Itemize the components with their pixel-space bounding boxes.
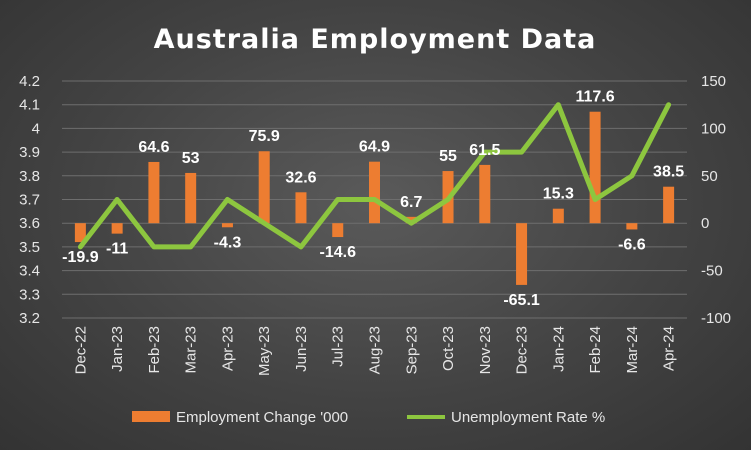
- bar: [221, 223, 233, 228]
- right-axis-tick-label: 50: [701, 168, 718, 185]
- data-label: -11: [106, 241, 128, 258]
- x-axis-tick-label: Jul-23: [330, 326, 347, 367]
- left-axis-tick-label: 3.8: [19, 168, 40, 185]
- data-label: 6.7: [400, 194, 422, 211]
- x-axis-tick-label: Dec-22: [72, 326, 89, 374]
- left-axis-tick-label: 4: [32, 120, 40, 137]
- data-label: -19.9: [62, 249, 99, 266]
- right-axis-tick-label: 150: [701, 73, 726, 90]
- left-axis-tick-label: 3.9: [19, 144, 40, 161]
- left-axis-tick-label: 4.1: [19, 97, 40, 114]
- right-axis-tick-label: 100: [701, 120, 726, 137]
- bar: [369, 161, 380, 224]
- bar: [111, 223, 123, 234]
- left-axis-tick-label: 4.2: [19, 73, 40, 90]
- line-series: [77, 102, 672, 250]
- x-axis-tick-label: Aug-23: [367, 326, 384, 374]
- legend-label-unemployment: Unemployment Rate %: [451, 409, 605, 426]
- data-label: 15.3: [543, 186, 574, 203]
- x-axis-tick-label: Mar-23: [183, 326, 200, 374]
- legend: Employment Change '000 Unemployment Rate…: [132, 409, 605, 426]
- bar: [332, 223, 344, 238]
- x-axis-tick-label: May-23: [256, 326, 273, 376]
- bar: [552, 208, 564, 224]
- left-axis-tick-label: 3.6: [19, 215, 40, 232]
- data-label: -65.1: [503, 292, 540, 309]
- x-axis-tick-label: Dec-23: [514, 326, 531, 374]
- bar: [295, 192, 307, 224]
- left-axis-tick-label: 3.4: [19, 263, 40, 280]
- legend-swatch-employment: [132, 411, 170, 422]
- x-axis-tick-label: Feb-24: [587, 326, 604, 374]
- legend-label-employment: Employment Change '000: [176, 409, 348, 426]
- left-axis-tick-label: 3.3: [19, 286, 40, 303]
- data-label: 64.6: [138, 139, 169, 156]
- x-axis-tick-label: Jun-23: [293, 326, 310, 372]
- right-axis: -100 -50 0 50 100 150: [701, 73, 731, 327]
- x-axis-tick-label: Oct-23: [440, 326, 457, 371]
- bar: [626, 223, 638, 230]
- x-axis: Dec-22 Jan-23 Feb-23 Mar-23 Apr-23 May-23 Jun-…: [72, 326, 677, 376]
- bar: [663, 186, 675, 224]
- data-label: 38.5: [653, 164, 684, 181]
- bar: [479, 164, 491, 224]
- data-labels: -19.9 -11 64.6 53 -4.3 75.9 32.6 -14.6 64.9 6.7 55…: [62, 89, 684, 309]
- right-axis-tick-label: -50: [701, 263, 723, 280]
- bar: [185, 172, 197, 224]
- bar: [405, 216, 417, 224]
- data-label: 55: [439, 148, 457, 165]
- bar: [258, 151, 270, 224]
- right-axis-tick-label: 0: [701, 215, 709, 232]
- left-axis-tick-label: 3.5: [19, 239, 40, 256]
- x-axis-tick-label: Apr-23: [219, 326, 236, 371]
- bar: [516, 223, 528, 285]
- data-label: -4.3: [214, 234, 242, 251]
- right-axis-tick-label: -100: [701, 310, 731, 327]
- bar: [148, 161, 160, 224]
- left-axis-tick-label: 3.2: [19, 310, 40, 327]
- x-axis-tick-label: Mar-24: [624, 326, 641, 374]
- chart-title: Australia Employment Data: [154, 24, 597, 55]
- unemployment-line: [77, 102, 672, 250]
- data-label: 117.6: [576, 89, 615, 106]
- bar: [589, 111, 601, 224]
- x-axis-tick-label: Feb-23: [146, 326, 163, 374]
- x-axis-tick-label: Jan-24: [550, 326, 567, 372]
- x-axis-tick-label: Nov-23: [477, 326, 494, 374]
- data-label: 53: [182, 150, 200, 167]
- x-axis-tick-label: Jan-23: [109, 326, 126, 372]
- bar-series: [74, 111, 675, 285]
- data-label: 61.5: [469, 142, 500, 159]
- bar: [74, 223, 86, 243]
- data-label: 64.9: [359, 139, 390, 156]
- data-label: 32.6: [285, 169, 316, 186]
- data-label: -6.6: [618, 236, 646, 253]
- x-axis-tick-label: Apr-24: [661, 326, 678, 371]
- left-axis-tick-label: 3.7: [19, 192, 40, 209]
- data-label: 75.9: [249, 128, 280, 145]
- data-label: -14.6: [320, 244, 357, 261]
- x-axis-tick-label: Sep-23: [403, 326, 420, 374]
- left-axis: 3.2 3.3 3.4 3.5 3.6 3.7 3.8 3.9 4 4.1 4.2: [19, 73, 40, 327]
